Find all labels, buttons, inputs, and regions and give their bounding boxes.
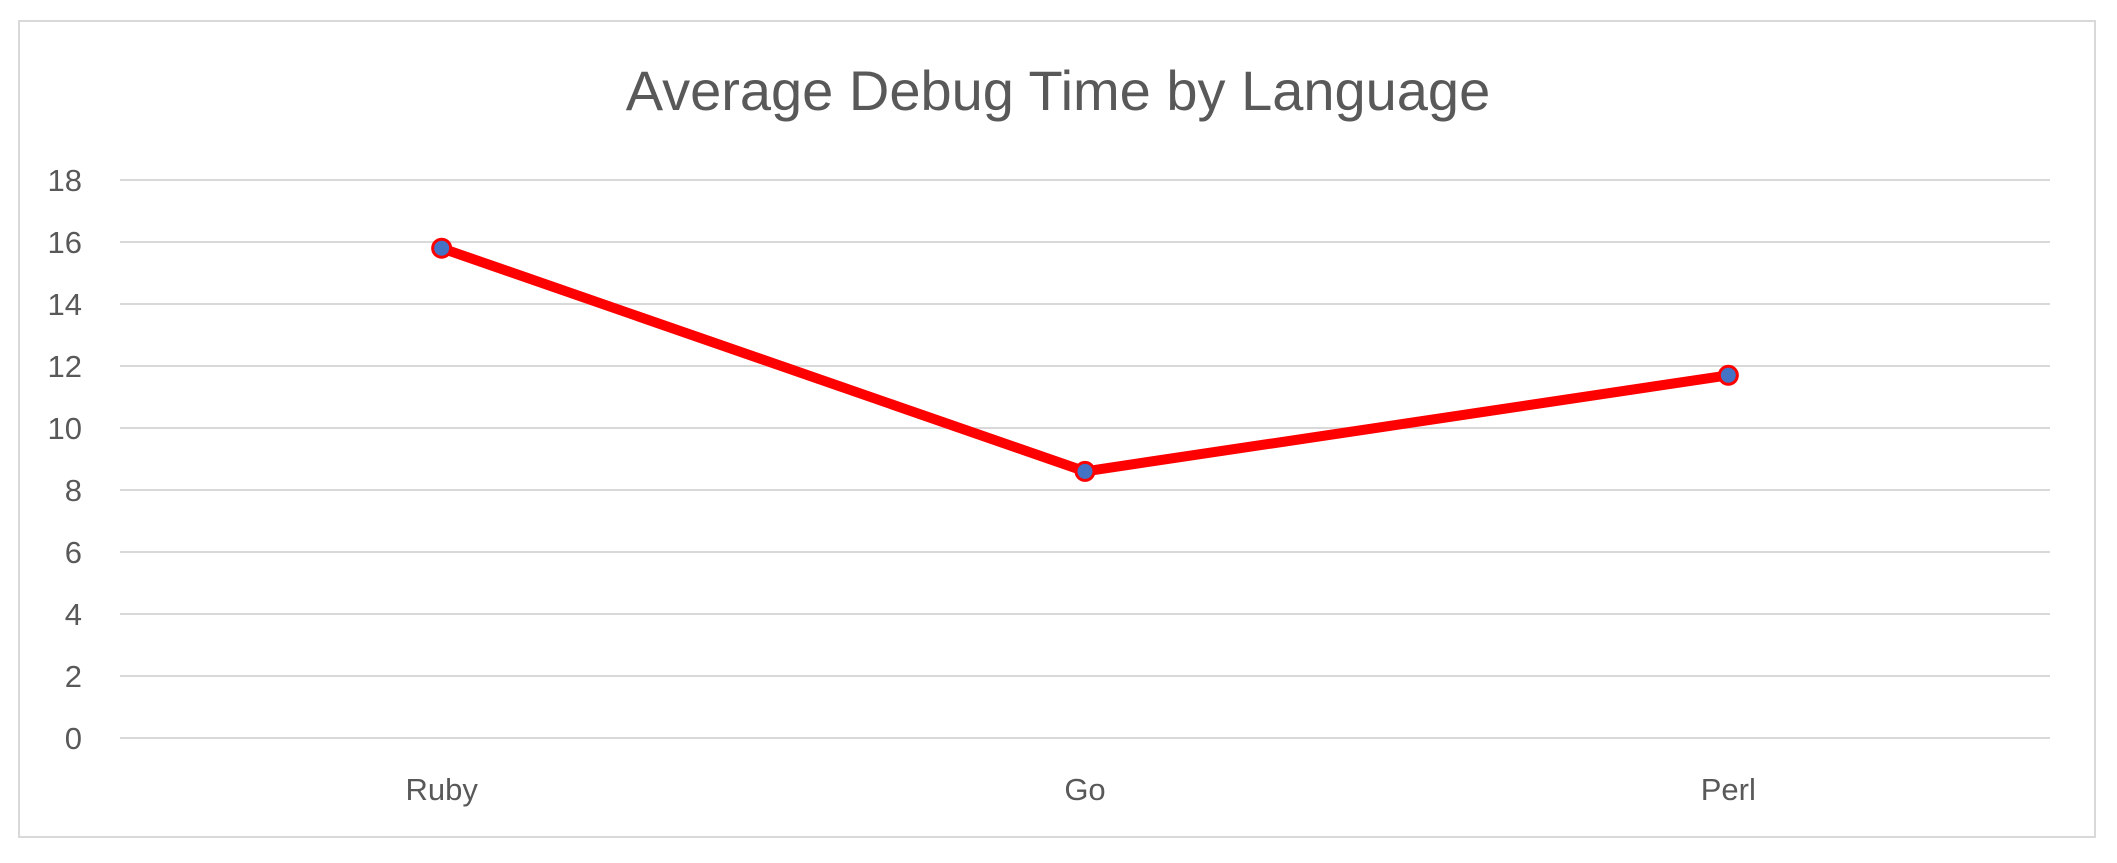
x-tick-label-ruby: Ruby bbox=[405, 772, 478, 807]
y-tick-label: 4 bbox=[65, 597, 82, 632]
data-point-perl bbox=[1717, 364, 1739, 386]
series-line bbox=[436, 243, 1734, 477]
grid-lines bbox=[120, 179, 2050, 739]
y-axis-tick-labels: 0 2 4 6 8 10 12 14 16 18 bbox=[48, 163, 82, 756]
y-tick-label: 10 bbox=[48, 411, 82, 446]
x-tick-label-go: Go bbox=[1064, 772, 1105, 807]
y-tick-label: 14 bbox=[48, 287, 82, 322]
y-tick-label: 12 bbox=[48, 349, 82, 384]
series bbox=[431, 237, 1739, 482]
data-point-go bbox=[1074, 460, 1096, 482]
x-tick-label-perl: Perl bbox=[1701, 772, 1756, 807]
y-tick-label: 2 bbox=[65, 659, 82, 694]
data-point-ruby bbox=[431, 237, 453, 259]
y-tick-label: 0 bbox=[65, 721, 82, 756]
y-tick-label: 8 bbox=[65, 473, 82, 508]
x-axis-tick-labels: Ruby Go Perl bbox=[405, 772, 1755, 807]
y-tick-label: 6 bbox=[65, 535, 82, 570]
chart-title: Average Debug Time by Language bbox=[626, 59, 1490, 122]
y-tick-label: 16 bbox=[48, 225, 82, 260]
y-tick-label: 18 bbox=[48, 163, 82, 198]
